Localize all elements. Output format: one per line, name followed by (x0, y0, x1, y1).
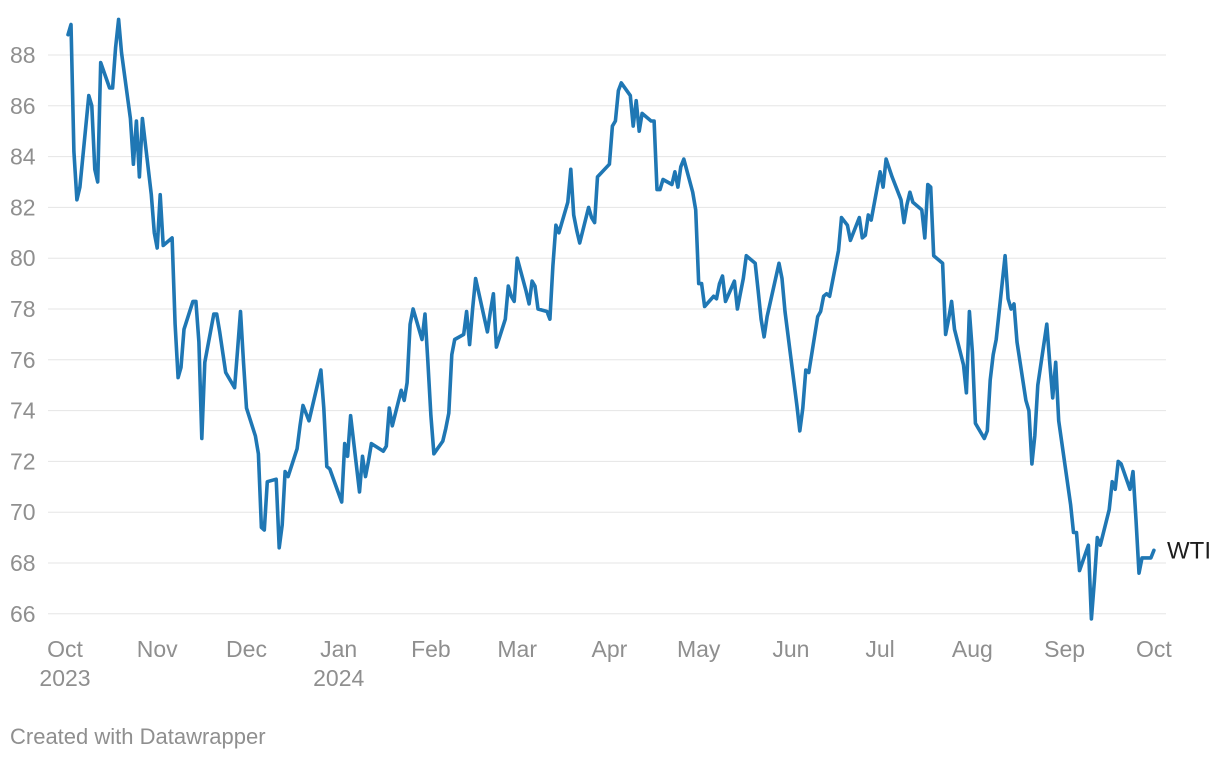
y-tick-label: 86 (10, 93, 36, 119)
y-tick-label: 88 (10, 42, 36, 68)
y-tick-label: 84 (10, 144, 36, 170)
y-tick-label: 70 (10, 499, 36, 525)
y-tick-label: 72 (10, 448, 36, 474)
x-tick-year-label: 2024 (313, 665, 364, 691)
x-tick-label: Aug (952, 636, 993, 662)
series-label: WTI (1167, 537, 1211, 564)
x-tick-label: Dec (226, 636, 267, 662)
x-tick-year-label: 2023 (39, 665, 90, 691)
x-tick-label: Jun (772, 636, 809, 662)
price-line (66, 17, 1156, 621)
x-tick-label: Sep (1044, 636, 1085, 662)
y-tick-label: 66 (10, 601, 36, 627)
x-tick-label: Oct (1136, 636, 1172, 662)
y-tick-label: 82 (10, 194, 36, 220)
y-tick-label: 68 (10, 550, 36, 576)
y-tick-label: 74 (10, 398, 36, 424)
datawrapper-credit[interactable]: Created with Datawrapper (10, 724, 266, 749)
x-tick-label: Jan (320, 636, 357, 662)
y-tick-label: 80 (10, 245, 36, 271)
x-tick-label: May (677, 636, 721, 662)
x-tick-label: Nov (137, 636, 178, 662)
x-tick-label: Mar (497, 636, 537, 662)
y-tick-label: 78 (10, 296, 36, 322)
y-tick-label: 76 (10, 347, 36, 373)
x-tick-label: Feb (411, 636, 451, 662)
x-tick-label: Jul (865, 636, 894, 662)
x-tick-label: Oct (47, 636, 83, 662)
x-tick-label: Apr (592, 636, 628, 662)
